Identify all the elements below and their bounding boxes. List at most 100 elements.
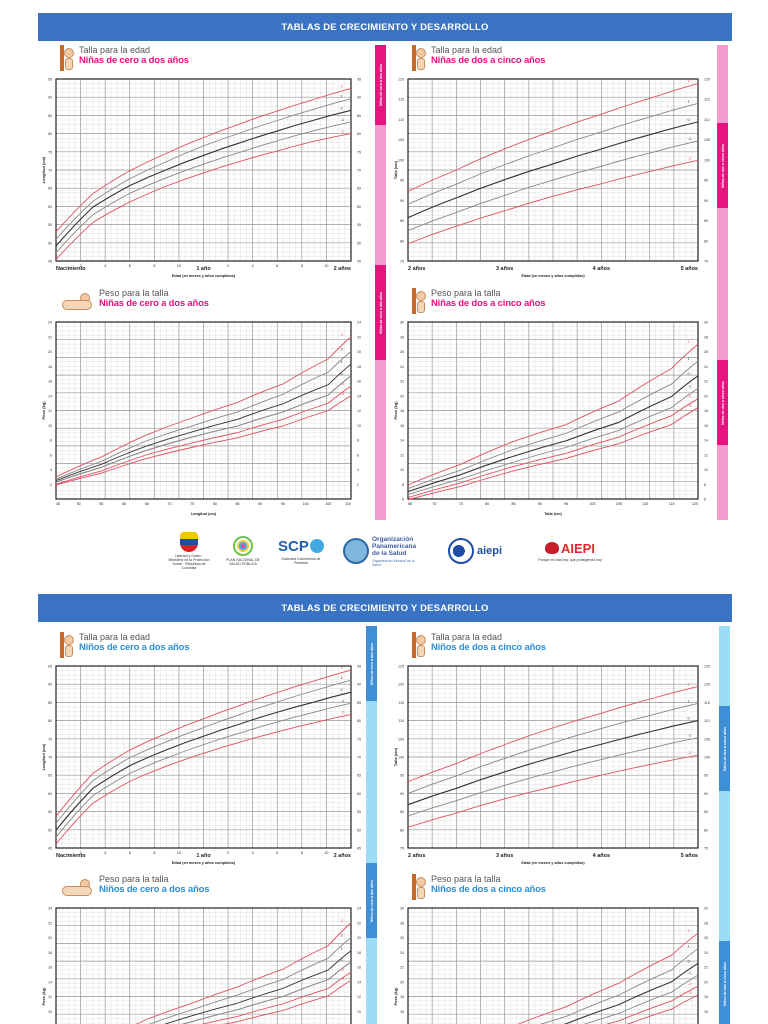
svg-text:75: 75	[357, 150, 361, 154]
svg-text:12: 12	[357, 409, 361, 413]
side-tab-spacer	[366, 938, 377, 1024]
panel-subtitle: Niñas de cero a dos años	[79, 55, 189, 66]
svg-text:55: 55	[48, 223, 52, 227]
svg-text:12: 12	[48, 995, 52, 999]
svg-text:-1: -1	[688, 970, 692, 975]
side-tab-boys-2-5-weight[interactable]: Niños de dos a cinco años	[719, 941, 730, 1024]
svg-text:90: 90	[258, 502, 262, 506]
svg-text:4: 4	[50, 468, 52, 472]
panel-weight-for-height-boys-2-5: Peso para la talla Niños de dos a cinco …	[390, 874, 720, 1024]
panel-title: Talla para la edad	[431, 45, 503, 55]
svg-text:0: 0	[341, 371, 344, 376]
svg-text:2: 2	[688, 681, 691, 686]
svg-text:85: 85	[357, 114, 361, 118]
svg-text:-2: -2	[688, 394, 692, 399]
svg-text:16: 16	[704, 1010, 708, 1014]
svg-text:26: 26	[400, 350, 404, 354]
svg-text:90: 90	[357, 96, 361, 100]
svg-text:90: 90	[704, 792, 708, 796]
svg-text:6: 6	[357, 453, 359, 457]
svg-text:105: 105	[704, 138, 710, 142]
chart-weight-for-length: 2244668810101212141416161818202022222424…	[41, 907, 361, 1024]
svg-text:115: 115	[669, 502, 675, 506]
svg-text:20: 20	[704, 980, 708, 984]
svg-text:-1: -1	[341, 698, 345, 703]
side-tab-boys-0-2-weight[interactable]: Niños de cero a dos años	[366, 863, 377, 938]
side-tab-boys-0-2[interactable]: Niños de cero a dos años	[366, 626, 377, 701]
svg-text:2: 2	[341, 665, 344, 670]
svg-text:24: 24	[400, 365, 404, 369]
svg-text:10: 10	[48, 424, 52, 428]
svg-text:5 años: 5 años	[681, 266, 698, 272]
svg-text:Longitud (cm): Longitud (cm)	[191, 512, 217, 516]
svg-text:95: 95	[564, 502, 568, 506]
svg-text:1: 1	[341, 359, 344, 364]
svg-text:105: 105	[704, 737, 710, 741]
side-tab-spacer	[717, 445, 728, 520]
svg-text:0: 0	[688, 716, 691, 721]
svg-text:75: 75	[190, 502, 194, 506]
panel-header: Talla para la edad Niñas de dos a cinco …	[412, 45, 546, 75]
svg-text:2: 2	[341, 933, 344, 938]
svg-text:50: 50	[48, 828, 52, 832]
svg-text:4: 4	[357, 468, 359, 472]
svg-text:12: 12	[357, 995, 361, 999]
svg-text:18: 18	[400, 409, 404, 413]
svg-text:20: 20	[48, 350, 52, 354]
svg-text:12: 12	[400, 453, 404, 457]
svg-text:60: 60	[357, 205, 361, 209]
svg-text:50: 50	[48, 241, 52, 245]
svg-text:2 años: 2 años	[408, 266, 425, 272]
svg-text:3 años: 3 años	[496, 266, 513, 272]
svg-text:Peso (kg): Peso (kg)	[41, 401, 46, 420]
svg-text:-2: -2	[688, 750, 692, 755]
svg-text:6: 6	[276, 264, 278, 268]
svg-text:95: 95	[357, 78, 361, 82]
svg-text:2: 2	[50, 483, 52, 487]
svg-text:5 años: 5 años	[681, 853, 698, 859]
svg-text:4 años: 4 años	[593, 853, 610, 859]
panel-header: Talla para la edad Niños de cero a dos a…	[60, 632, 189, 662]
side-tab-girls-0-2[interactable]: Niñas de cero a dos años	[375, 45, 386, 125]
svg-text:20: 20	[704, 394, 708, 398]
svg-text:120: 120	[398, 683, 404, 687]
svg-text:-3: -3	[341, 391, 345, 396]
svg-text:110: 110	[345, 502, 351, 506]
svg-text:10: 10	[48, 1010, 52, 1014]
svg-text:6: 6	[402, 498, 404, 502]
svg-text:90: 90	[538, 502, 542, 506]
child-measuring-icon	[412, 288, 426, 314]
side-tab-boys-2-5[interactable]: Niños de dos a cinco años	[719, 706, 730, 791]
svg-text:65: 65	[408, 502, 412, 506]
svg-text:85: 85	[48, 114, 52, 118]
panel-height-for-age-boys-2-5: Talla para la edad Niños de dos a cinco …	[390, 632, 720, 872]
svg-text:24: 24	[48, 321, 52, 325]
side-tab-girls-2-5[interactable]: Niñas de dos a cinco años	[717, 123, 728, 208]
side-tab-girls-0-2-weight[interactable]: Niñas de cero a dos años	[375, 265, 386, 360]
svg-text:24: 24	[48, 907, 52, 911]
svg-text:-1: -1	[688, 733, 692, 738]
svg-text:45: 45	[357, 847, 361, 851]
svg-text:2: 2	[341, 83, 344, 88]
svg-text:45: 45	[48, 847, 52, 851]
svg-text:16: 16	[357, 966, 361, 970]
svg-text:60: 60	[357, 792, 361, 796]
svg-text:85: 85	[357, 701, 361, 705]
svg-text:12: 12	[704, 453, 708, 457]
svg-text:24: 24	[400, 951, 404, 955]
svg-text:10: 10	[357, 1010, 361, 1014]
svg-text:16: 16	[48, 966, 52, 970]
svg-text:0: 0	[688, 117, 691, 122]
child-measuring-icon	[412, 45, 426, 71]
side-tab-girls-2-5-weight[interactable]: Niñas de dos a cinco años	[717, 360, 728, 445]
svg-text:105: 105	[325, 502, 331, 506]
panel-header: Peso para la talla Niños de cero a dos a…	[60, 874, 209, 904]
svg-text:4 años: 4 años	[593, 266, 610, 272]
svg-text:2: 2	[688, 78, 691, 83]
svg-text:Edad (en meses y años cumplido: Edad (en meses y años cumplidos)	[172, 274, 236, 278]
svg-text:3 años: 3 años	[496, 853, 513, 859]
svg-text:30: 30	[704, 321, 708, 325]
svg-text:100: 100	[704, 756, 710, 760]
svg-text:2 años: 2 años	[408, 853, 425, 859]
